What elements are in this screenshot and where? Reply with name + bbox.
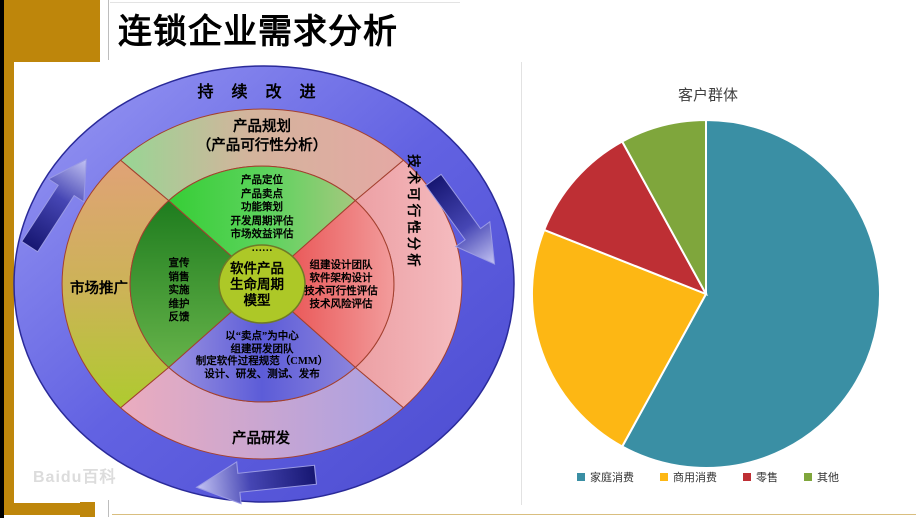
gold-bottom-endcap [80,502,95,517]
cycle-arrow-left-icon [21,158,87,253]
lifecycle-wheel-svg [13,65,515,505]
detail-planning-items: 产品定位 产品卖点 功能策划 开发周期评估 市场效益评估 …… [230,175,294,254]
legend-swatch-icon [660,473,668,481]
legend-item-其他: 其他 [804,469,839,485]
legend-item-家庭消费: 家庭消费 [577,469,634,485]
label-continuous-improvement: 持 续 改 进 [197,84,323,101]
panel-divider-line [521,62,522,505]
label-product-rd: 产品研发 [232,431,290,447]
left-black-strip [0,0,4,518]
pie-slice-商用消费 [530,228,708,448]
legend-label: 零售 [756,472,778,484]
legend-item-商用消费: 商用消费 [660,469,717,485]
gold-corner-square [4,0,100,62]
detail-sales-items: 宣传 销售 实施 维护 反馈 [168,258,190,323]
pie-slice-其他 [620,118,707,295]
bottom-rule-line [112,514,916,515]
customer-group-chart: 客户群体 家庭消费 商用消费 零售 其他 [530,62,920,512]
pie-slice-零售 [542,140,709,296]
top-rule-line [110,2,460,3]
cycle-arrow-right-icon [425,173,496,265]
gold-left-bar [4,62,14,504]
legend-label: 商用消费 [673,472,717,484]
pie-svg [530,118,881,469]
center-circle-label: 软件产品 生命周期 模型 [230,261,284,308]
chart-legend: 家庭消费 商用消费 零售 其他 [530,469,886,485]
cycle-arrow-bottom-icon [195,461,318,505]
label-tech-feasibility: 技术可行性分析 [406,154,421,270]
label-product-planning: 产品规划 （产品可行性分析） [196,119,328,154]
legend-label: 家庭消费 [590,472,634,484]
gold-bottom-bar [4,503,80,515]
legend-swatch-icon [577,473,585,481]
title-divider-line [108,0,109,60]
page-title: 连锁企业需求分析 [118,14,398,51]
legend-swatch-icon [804,473,812,481]
label-marketing: 市场推广 [70,281,128,297]
chart-title: 客户群体 [677,88,738,104]
legend-item-零售: 零售 [743,469,778,485]
center-circle [218,244,306,324]
baidu-watermark: Baidu百科 [33,469,117,486]
pie-slice-家庭消费 [620,118,881,469]
lifecycle-wheel-diagram: 持 续 改 进 产品规划 （产品可行性分析） 技术可行性分析 市场推广 产品研发… [0,60,540,510]
legend-swatch-icon [743,473,751,481]
detail-design-items: 组建设计团队 软件架构设计 技术可行性评估 技术风险评估 [304,260,378,310]
detail-development-items: 以“卖点”为中心 组建研发团队 制定软件过程规范（CMM） 设计、研发、测试、发… [195,331,329,380]
legend-label: 其他 [817,472,839,484]
footer-divider-line [108,500,109,517]
